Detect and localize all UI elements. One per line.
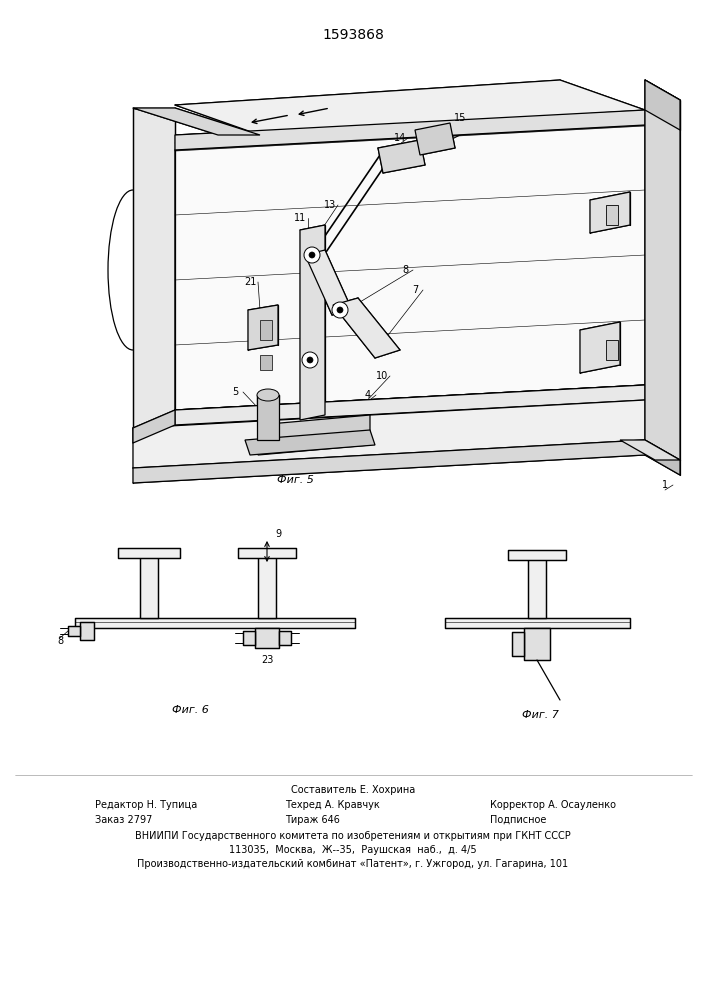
- Bar: [606, 340, 618, 360]
- Circle shape: [304, 247, 320, 263]
- Bar: [260, 320, 272, 340]
- Text: Составитель Е. Хохрина: Составитель Е. Хохрина: [291, 785, 415, 795]
- Text: Заказ 2797: Заказ 2797: [95, 815, 153, 825]
- Polygon shape: [645, 440, 680, 475]
- Text: Производственно-издательский комбинат «Патент», г. Ужгород, ул. Гагарина, 101: Производственно-издательский комбинат «П…: [137, 859, 568, 869]
- Text: Редактор Н. Тупица: Редактор Н. Тупица: [95, 800, 197, 810]
- Text: 10: 10: [376, 371, 388, 381]
- Circle shape: [332, 302, 348, 318]
- Text: Фиг. 5: Фиг. 5: [276, 475, 313, 485]
- Polygon shape: [175, 80, 645, 135]
- Text: 1: 1: [662, 480, 668, 490]
- Polygon shape: [333, 298, 400, 358]
- Text: Корректор А. Осауленко: Корректор А. Осауленко: [490, 800, 616, 810]
- Polygon shape: [243, 631, 255, 645]
- Text: 1593868: 1593868: [322, 28, 384, 42]
- Text: 15: 15: [454, 113, 466, 123]
- Circle shape: [302, 352, 318, 368]
- Polygon shape: [528, 558, 546, 618]
- Polygon shape: [512, 632, 524, 656]
- Polygon shape: [175, 110, 645, 150]
- Text: Подписное: Подписное: [490, 815, 547, 825]
- Bar: [260, 355, 272, 370]
- Polygon shape: [255, 628, 279, 648]
- Text: ВНИИПИ Государственного комитета по изобретениям и открытиям при ГКНТ СССР: ВНИИПИ Государственного комитета по изоб…: [135, 831, 571, 841]
- Polygon shape: [645, 80, 680, 460]
- Text: 113035,  Москва,  Ж--35,  Раушская  наб.,  д. 4/5: 113035, Москва, Ж--35, Раушская наб., д.…: [229, 845, 477, 855]
- Polygon shape: [524, 628, 550, 660]
- Polygon shape: [257, 395, 279, 440]
- Polygon shape: [238, 548, 296, 558]
- Polygon shape: [258, 415, 370, 455]
- Polygon shape: [300, 225, 325, 420]
- Text: 9: 9: [275, 529, 281, 539]
- Text: 14: 14: [394, 133, 406, 143]
- Text: 8: 8: [402, 265, 408, 275]
- Text: 5: 5: [232, 387, 238, 397]
- Text: 8: 8: [57, 636, 63, 646]
- Polygon shape: [175, 125, 645, 410]
- Polygon shape: [378, 140, 425, 173]
- Polygon shape: [279, 631, 291, 645]
- Circle shape: [337, 307, 343, 313]
- Polygon shape: [140, 555, 158, 618]
- Circle shape: [307, 357, 313, 363]
- Text: Фиг. 6: Фиг. 6: [172, 705, 209, 715]
- Polygon shape: [118, 548, 180, 558]
- Polygon shape: [75, 618, 355, 628]
- Text: Тираж 646: Тираж 646: [285, 815, 340, 825]
- Polygon shape: [133, 410, 175, 443]
- Polygon shape: [245, 430, 375, 455]
- Text: 21: 21: [244, 277, 256, 287]
- Polygon shape: [133, 400, 645, 468]
- Ellipse shape: [257, 389, 279, 401]
- Text: Фиг. 7: Фиг. 7: [522, 710, 559, 720]
- Polygon shape: [580, 322, 620, 373]
- Polygon shape: [68, 626, 80, 636]
- Polygon shape: [258, 555, 276, 618]
- Text: Техред А. Кравчук: Техред А. Кравчук: [285, 800, 380, 810]
- Polygon shape: [80, 622, 94, 640]
- Polygon shape: [508, 550, 566, 560]
- Polygon shape: [133, 440, 645, 483]
- Polygon shape: [305, 250, 352, 315]
- Text: 11: 11: [294, 213, 306, 223]
- Text: 7: 7: [412, 285, 418, 295]
- Text: 23: 23: [261, 655, 273, 665]
- Text: 4: 4: [365, 390, 371, 400]
- Polygon shape: [415, 123, 455, 155]
- Polygon shape: [645, 80, 680, 130]
- Polygon shape: [133, 108, 260, 135]
- Circle shape: [309, 252, 315, 258]
- Text: 13: 13: [324, 200, 336, 210]
- Polygon shape: [248, 305, 278, 350]
- Polygon shape: [175, 385, 645, 425]
- Polygon shape: [620, 440, 680, 460]
- Polygon shape: [133, 108, 175, 430]
- Polygon shape: [590, 192, 630, 233]
- Bar: [606, 205, 618, 225]
- Polygon shape: [445, 618, 630, 628]
